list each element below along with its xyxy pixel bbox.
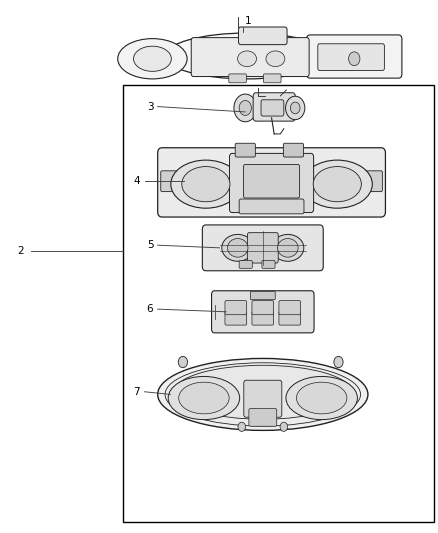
- Ellipse shape: [222, 235, 254, 261]
- Circle shape: [334, 357, 343, 368]
- Ellipse shape: [182, 166, 230, 201]
- Circle shape: [178, 357, 187, 368]
- Circle shape: [239, 100, 251, 116]
- FancyBboxPatch shape: [202, 225, 323, 271]
- FancyBboxPatch shape: [230, 154, 314, 213]
- Circle shape: [286, 96, 305, 120]
- Text: 6: 6: [147, 304, 153, 314]
- FancyBboxPatch shape: [252, 301, 274, 314]
- Text: 1: 1: [245, 17, 252, 26]
- FancyBboxPatch shape: [247, 232, 278, 263]
- Text: 3: 3: [147, 102, 153, 111]
- Circle shape: [234, 94, 257, 122]
- Ellipse shape: [227, 239, 248, 257]
- Ellipse shape: [313, 166, 361, 201]
- Circle shape: [290, 102, 300, 114]
- FancyBboxPatch shape: [225, 311, 247, 325]
- FancyBboxPatch shape: [191, 38, 309, 77]
- FancyBboxPatch shape: [212, 291, 314, 333]
- FancyBboxPatch shape: [307, 35, 402, 78]
- FancyBboxPatch shape: [251, 292, 275, 300]
- Ellipse shape: [302, 160, 372, 208]
- FancyBboxPatch shape: [283, 143, 304, 157]
- Ellipse shape: [297, 382, 347, 414]
- Ellipse shape: [272, 235, 304, 261]
- Ellipse shape: [179, 382, 229, 414]
- FancyBboxPatch shape: [239, 27, 287, 45]
- FancyBboxPatch shape: [279, 301, 300, 314]
- Text: 4: 4: [134, 176, 140, 186]
- Ellipse shape: [237, 51, 257, 67]
- Ellipse shape: [134, 46, 171, 71]
- Ellipse shape: [165, 33, 329, 79]
- Ellipse shape: [266, 51, 285, 67]
- FancyBboxPatch shape: [244, 164, 300, 198]
- FancyBboxPatch shape: [362, 171, 382, 191]
- Ellipse shape: [168, 376, 240, 419]
- Ellipse shape: [278, 239, 298, 257]
- Circle shape: [238, 422, 246, 431]
- Bar: [123, 85, 434, 522]
- Ellipse shape: [286, 376, 357, 419]
- FancyBboxPatch shape: [262, 261, 275, 268]
- FancyBboxPatch shape: [225, 301, 247, 314]
- FancyBboxPatch shape: [239, 261, 252, 268]
- Text: 7: 7: [134, 387, 140, 397]
- FancyBboxPatch shape: [244, 380, 282, 417]
- Ellipse shape: [171, 160, 241, 208]
- FancyBboxPatch shape: [229, 74, 246, 83]
- Ellipse shape: [165, 363, 360, 426]
- Ellipse shape: [173, 365, 352, 419]
- Ellipse shape: [118, 38, 187, 79]
- Text: 2: 2: [18, 246, 24, 255]
- FancyBboxPatch shape: [279, 311, 300, 325]
- Circle shape: [280, 422, 288, 431]
- FancyBboxPatch shape: [249, 409, 277, 426]
- Ellipse shape: [158, 358, 368, 431]
- FancyBboxPatch shape: [261, 100, 284, 116]
- FancyBboxPatch shape: [158, 148, 385, 217]
- FancyBboxPatch shape: [239, 199, 304, 214]
- FancyBboxPatch shape: [253, 93, 295, 121]
- FancyBboxPatch shape: [318, 44, 385, 70]
- FancyBboxPatch shape: [264, 74, 281, 83]
- FancyBboxPatch shape: [161, 171, 181, 191]
- Text: 5: 5: [147, 240, 153, 250]
- Circle shape: [349, 52, 360, 66]
- FancyBboxPatch shape: [235, 143, 255, 157]
- FancyBboxPatch shape: [252, 311, 274, 325]
